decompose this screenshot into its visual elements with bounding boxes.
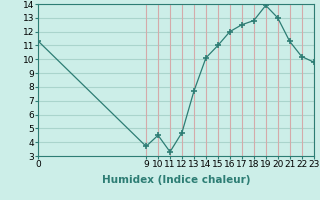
X-axis label: Humidex (Indice chaleur): Humidex (Indice chaleur) xyxy=(102,175,250,185)
